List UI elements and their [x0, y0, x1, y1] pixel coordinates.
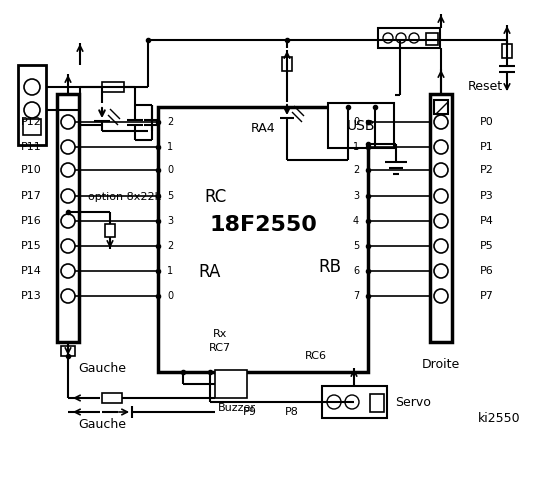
Text: P6: P6	[480, 266, 494, 276]
Circle shape	[61, 163, 75, 177]
Text: ki2550: ki2550	[478, 411, 520, 424]
Circle shape	[434, 264, 448, 278]
Bar	[102, 82, 124, 92]
Circle shape	[434, 214, 448, 228]
Circle shape	[24, 102, 40, 118]
Text: 1: 1	[167, 266, 173, 276]
Text: 1: 1	[353, 142, 359, 152]
Text: RC7: RC7	[209, 343, 231, 353]
Text: 5: 5	[167, 191, 173, 201]
Text: Gauche: Gauche	[78, 419, 126, 432]
Text: RA4: RA4	[251, 122, 275, 135]
Text: 18F2550: 18F2550	[209, 215, 317, 235]
Text: P3: P3	[480, 191, 494, 201]
Text: P11: P11	[21, 142, 42, 152]
Bar	[426, 33, 438, 45]
Text: P12: P12	[21, 117, 42, 127]
Text: RC6: RC6	[305, 351, 327, 361]
Text: Droite: Droite	[422, 358, 460, 371]
Bar	[215, 370, 247, 398]
Text: 1: 1	[167, 142, 173, 152]
Circle shape	[61, 189, 75, 203]
Text: USB: USB	[347, 119, 375, 132]
Text: 3: 3	[167, 216, 173, 226]
Text: Buzzer: Buzzer	[218, 403, 256, 413]
Text: P2: P2	[480, 165, 494, 175]
Text: P7: P7	[480, 291, 494, 301]
Bar	[434, 100, 448, 114]
Circle shape	[61, 289, 75, 303]
Text: Gauche: Gauche	[78, 361, 126, 374]
Text: 4: 4	[353, 216, 359, 226]
Text: 3: 3	[353, 191, 359, 201]
Bar	[328, 103, 394, 148]
Bar	[23, 119, 41, 135]
Text: P16: P16	[21, 216, 42, 226]
Circle shape	[434, 163, 448, 177]
Bar	[61, 346, 75, 356]
Bar	[430, 94, 452, 342]
Text: 6: 6	[353, 266, 359, 276]
Bar	[502, 44, 512, 58]
Circle shape	[327, 395, 341, 409]
Text: option 8x22k: option 8x22k	[88, 192, 161, 202]
Text: P1: P1	[480, 142, 494, 152]
Circle shape	[61, 264, 75, 278]
Text: P13: P13	[21, 291, 42, 301]
Text: P9: P9	[243, 407, 257, 417]
Circle shape	[61, 239, 75, 253]
Circle shape	[61, 214, 75, 228]
Text: P5: P5	[480, 241, 494, 251]
Circle shape	[434, 140, 448, 154]
Text: P8: P8	[285, 407, 299, 417]
Text: P10: P10	[21, 165, 42, 175]
Circle shape	[434, 189, 448, 203]
Bar	[105, 224, 115, 237]
Circle shape	[61, 115, 75, 129]
Text: Reset: Reset	[468, 81, 503, 94]
Text: 7: 7	[353, 291, 359, 301]
Circle shape	[383, 33, 393, 43]
Text: P0: P0	[480, 117, 494, 127]
Bar	[370, 394, 384, 412]
Circle shape	[345, 395, 359, 409]
Text: P14: P14	[21, 266, 42, 276]
Bar	[102, 393, 122, 403]
Text: 5: 5	[353, 241, 359, 251]
Text: P4: P4	[480, 216, 494, 226]
Text: 0: 0	[167, 291, 173, 301]
Text: RA: RA	[199, 263, 221, 281]
Text: 0: 0	[353, 117, 359, 127]
Bar	[322, 386, 387, 418]
Circle shape	[61, 140, 75, 154]
Text: 2: 2	[353, 165, 359, 175]
Text: Servo: Servo	[395, 396, 431, 408]
Bar	[378, 28, 440, 48]
Text: 2: 2	[167, 241, 173, 251]
Circle shape	[24, 79, 40, 95]
Circle shape	[396, 33, 406, 43]
Circle shape	[434, 239, 448, 253]
Text: P17: P17	[21, 191, 42, 201]
Text: Rx: Rx	[213, 329, 227, 339]
Bar	[57, 94, 79, 342]
Text: 2: 2	[167, 117, 173, 127]
Bar	[18, 65, 46, 145]
Text: P15: P15	[21, 241, 42, 251]
Text: RB: RB	[319, 258, 342, 276]
Text: 0: 0	[167, 165, 173, 175]
Text: RC: RC	[205, 188, 227, 206]
Circle shape	[409, 33, 419, 43]
Circle shape	[434, 289, 448, 303]
Bar	[158, 107, 368, 372]
Bar	[282, 57, 292, 71]
Circle shape	[434, 115, 448, 129]
